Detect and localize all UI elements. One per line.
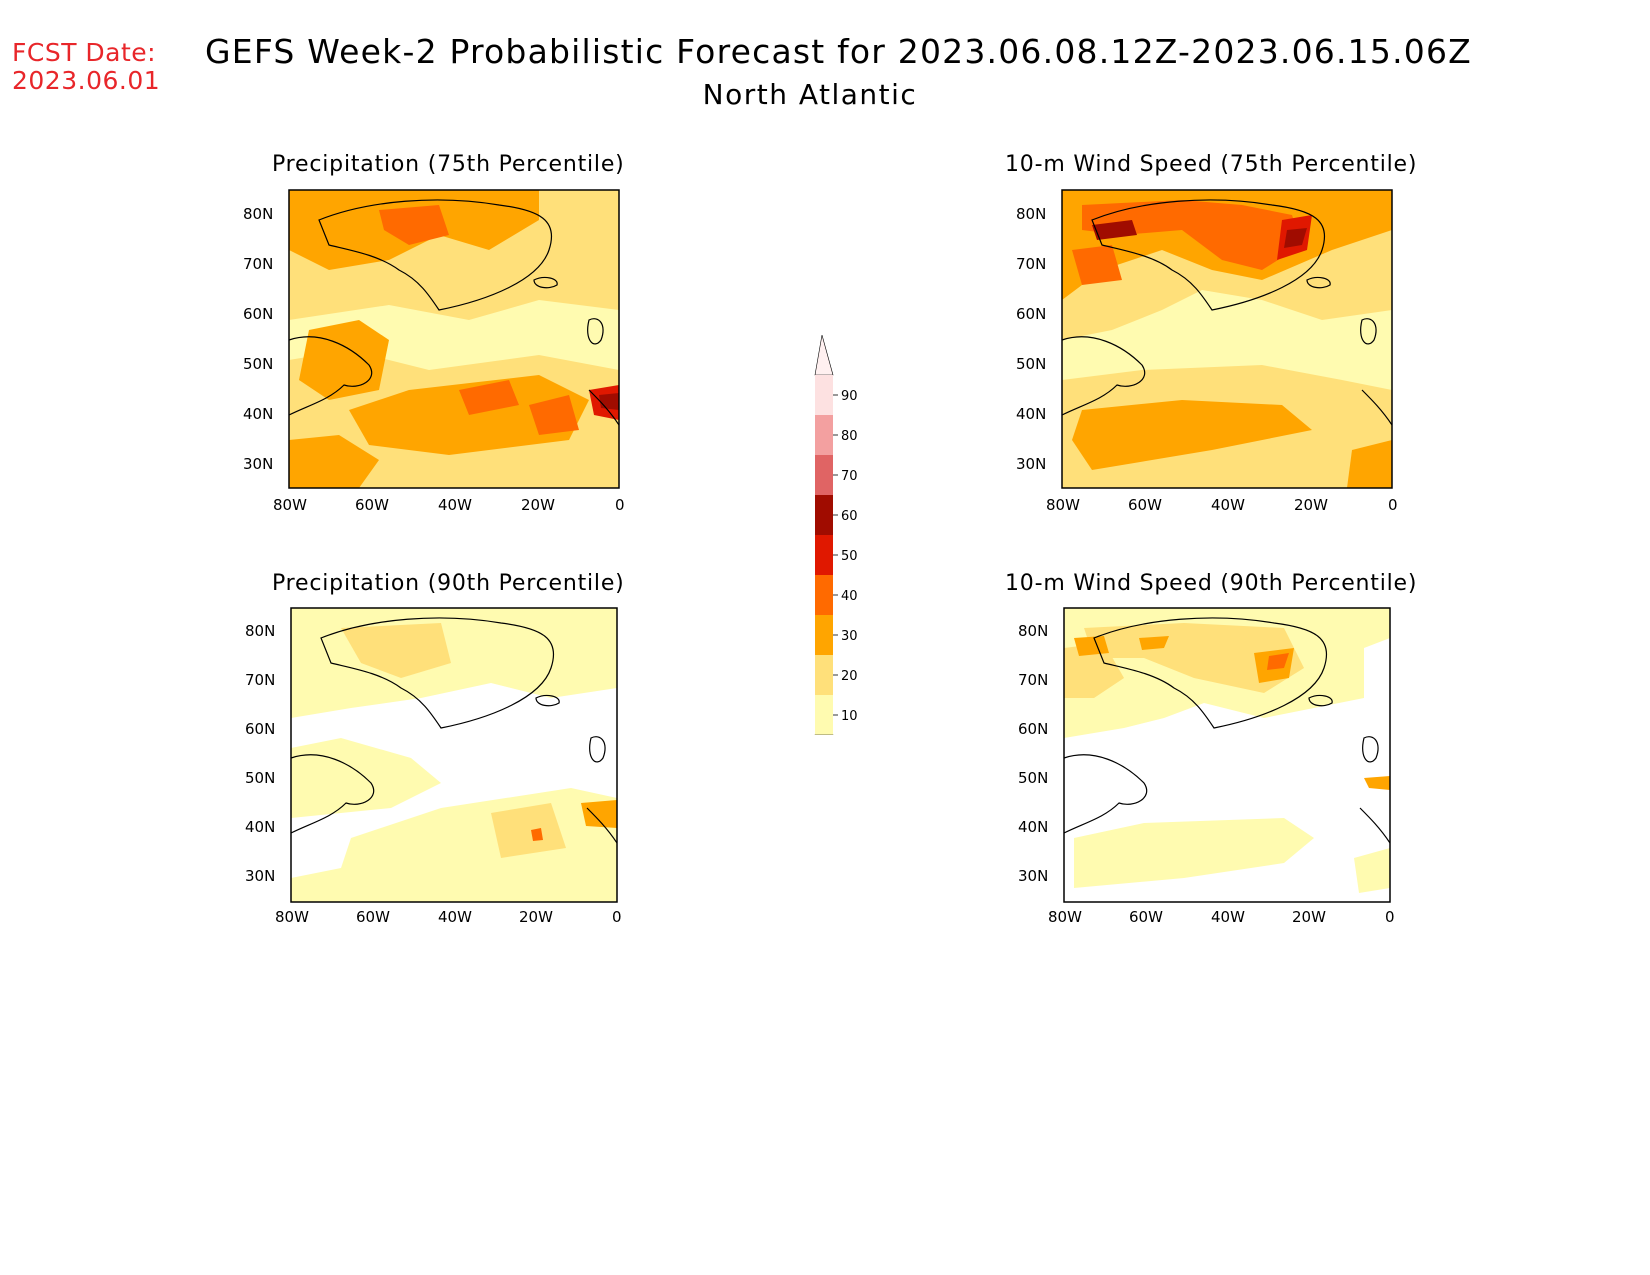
- colorbar-label: 10: [841, 709, 858, 724]
- lat-label: 30N: [245, 867, 276, 885]
- lat-label: 30N: [243, 455, 274, 473]
- lon-label: 20W: [1292, 908, 1326, 926]
- lon-label: 40W: [438, 908, 472, 926]
- lon-label: 40W: [1211, 908, 1245, 926]
- forecast-date-value: 2023.06.01: [12, 66, 161, 95]
- lat-label: 60N: [1018, 720, 1049, 738]
- lat-label: 80N: [1016, 205, 1047, 223]
- lat-label: 50N: [1016, 355, 1047, 373]
- lon-label: 80W: [1048, 908, 1082, 926]
- panel-title-precip-90: Precipitation (90th Percentile): [272, 571, 625, 596]
- colorbar-labels: 90 80 70 60 50 40 30 20 10: [833, 389, 858, 724]
- map-precip-75: [288, 189, 620, 489]
- colorbar-box: [815, 575, 833, 615]
- page-title: GEFS Week-2 Probabilistic Forecast for 2…: [205, 32, 1472, 71]
- map-wind-90: [1063, 607, 1391, 903]
- map-precip-90: [290, 607, 618, 903]
- lat-label: 70N: [243, 255, 274, 273]
- colorbar-box: [815, 695, 833, 735]
- colorbar-box: [815, 535, 833, 575]
- region-subtitle: North Atlantic: [702, 78, 918, 111]
- lon-label: 80W: [1046, 496, 1080, 514]
- lat-label: 30N: [1016, 455, 1047, 473]
- lon-label: 20W: [521, 496, 555, 514]
- colorbar-box: [815, 495, 833, 535]
- lon-label: 20W: [1294, 496, 1328, 514]
- colorbar-box: [815, 615, 833, 655]
- lon-label: 80W: [273, 496, 307, 514]
- lon-label: 60W: [1129, 908, 1163, 926]
- lat-label: 70N: [245, 671, 276, 689]
- lon-label: 20W: [519, 908, 553, 926]
- lon-label: 0: [1388, 496, 1398, 514]
- colorbar-label: 50: [841, 549, 858, 564]
- lat-label: 40N: [1016, 405, 1047, 423]
- lon-label: 0: [612, 908, 622, 926]
- lon-label: 40W: [1211, 496, 1245, 514]
- lon-label: 0: [1385, 908, 1395, 926]
- lat-label: 50N: [245, 769, 276, 787]
- lat-label: 50N: [1018, 769, 1049, 787]
- colorbar-boxes: [814, 335, 834, 735]
- colorbar-box: [815, 375, 833, 415]
- lat-label: 80N: [245, 622, 276, 640]
- lon-label: 40W: [438, 496, 472, 514]
- lat-label: 70N: [1016, 255, 1047, 273]
- colorbar-box: [815, 415, 833, 455]
- map-wind-75: [1061, 189, 1393, 489]
- lon-label: 60W: [356, 908, 390, 926]
- colorbar-box: [815, 455, 833, 495]
- colorbar-box: [815, 655, 833, 695]
- panel-title-precip-75: Precipitation (75th Percentile): [272, 152, 625, 177]
- panel-title-wind-75: 10-m Wind Speed (75th Percentile): [1005, 152, 1418, 177]
- colorbar-label: 40: [841, 589, 858, 604]
- lat-label: 80N: [243, 205, 274, 223]
- colorbar-top-arrow: [814, 335, 834, 376]
- lon-label: 60W: [355, 496, 389, 514]
- lat-label: 40N: [243, 405, 274, 423]
- lat-label: 40N: [245, 818, 276, 836]
- colorbar-legend: 90 80 70 60 50 40 30 20 10: [814, 335, 858, 735]
- lat-label: 30N: [1018, 867, 1049, 885]
- lon-label: 60W: [1128, 496, 1162, 514]
- lon-label: 80W: [275, 908, 309, 926]
- panel-title-wind-90: 10-m Wind Speed (90th Percentile): [1005, 571, 1418, 596]
- lat-label: 60N: [1016, 305, 1047, 323]
- colorbar-label: 60: [841, 509, 858, 524]
- forecast-date-label: FCST Date:: [12, 38, 157, 67]
- lat-label: 80N: [1018, 622, 1049, 640]
- lat-label: 70N: [1018, 671, 1049, 689]
- lat-label: 50N: [243, 355, 274, 373]
- lat-label: 40N: [1018, 818, 1049, 836]
- colorbar-label: 80: [841, 429, 858, 444]
- colorbar-label: 30: [841, 629, 858, 644]
- colorbar-label: 70: [841, 469, 858, 484]
- colorbar-label: 90: [841, 389, 858, 404]
- lat-label: 60N: [245, 720, 276, 738]
- lat-label: 60N: [243, 305, 274, 323]
- colorbar-label: 20: [841, 669, 858, 684]
- lon-label: 0: [615, 496, 625, 514]
